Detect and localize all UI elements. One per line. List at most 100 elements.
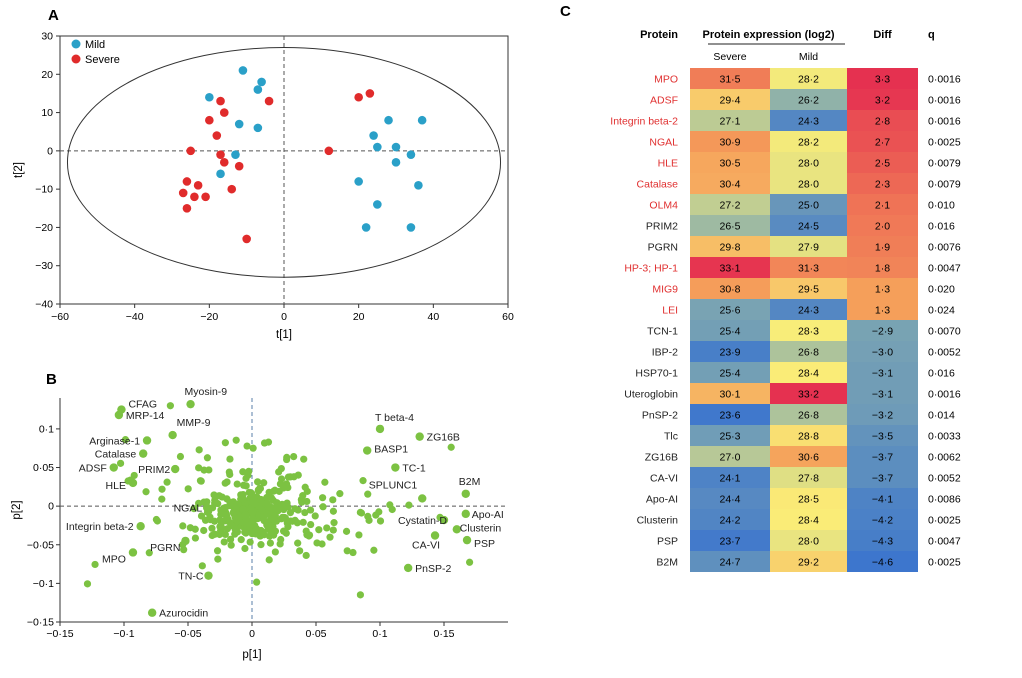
q-value: 0·0016	[928, 389, 961, 401]
severe-value: 23·7	[719, 536, 740, 548]
loading-point	[208, 531, 216, 540]
diff-value: −4·6	[872, 557, 893, 569]
severe-cell	[690, 194, 770, 215]
loading-point	[249, 444, 257, 452]
y-tick-label: 0	[48, 501, 54, 513]
point-mild	[234, 119, 244, 129]
table-row: ADSF 29·4 26·2 3·2 0·0016	[650, 89, 961, 110]
mild-value: 29·5	[798, 284, 819, 296]
protein-name: MIG9	[652, 284, 678, 296]
mild-value: 24·3	[798, 116, 819, 128]
severe-cell	[690, 383, 770, 404]
mild-value: 26·8	[798, 347, 819, 359]
diff-cell	[847, 530, 918, 551]
loading-point	[265, 556, 273, 564]
loading-point	[200, 466, 208, 474]
labeled-loading-point	[204, 571, 213, 580]
protein-name: PnSP-2	[642, 410, 678, 422]
labeled-loading-point	[418, 494, 427, 503]
protein-name: MPO	[654, 74, 678, 86]
severe-value: 23·6	[719, 410, 740, 422]
protein-name: CA-VI	[650, 473, 678, 485]
severe-value: 26·5	[719, 221, 740, 233]
mild-cell	[770, 488, 847, 509]
panel-label-a: A	[48, 7, 59, 24]
loading-point	[190, 505, 198, 513]
y-tick-label: 0	[47, 145, 53, 157]
mild-value: 24·5	[798, 221, 819, 233]
protein-name: PSP	[657, 536, 678, 548]
y-tick-label: 0·05	[33, 462, 54, 474]
loading-point	[251, 499, 259, 508]
loading-point	[319, 494, 327, 502]
loading-point	[376, 517, 385, 525]
mild-value: 28·2	[798, 137, 819, 149]
loading-point	[227, 541, 235, 549]
point-mild	[373, 200, 382, 209]
diff-cell	[847, 362, 918, 383]
loading-point	[266, 539, 274, 547]
diff-value: −4·2	[872, 515, 893, 527]
table-row: HLE 30·5 28·0 2·5 0·0079	[658, 152, 961, 173]
y-tick-label: −0·05	[27, 539, 54, 551]
labeled-loading-point	[136, 522, 145, 531]
x-tick-label: 0·05	[305, 628, 326, 640]
loading-label: Catalase	[95, 449, 137, 461]
table-row: LEI 25·6 24·3 1·3 0·024	[662, 299, 955, 320]
loading-point	[263, 493, 271, 502]
loading-point	[278, 500, 286, 508]
loading-point	[260, 512, 268, 521]
mild-cell	[770, 236, 847, 257]
loading-point	[83, 580, 92, 588]
q-value: 0·0079	[928, 179, 961, 191]
diff-cell	[847, 173, 918, 194]
point-mild	[205, 92, 214, 102]
q-value: 0·0016	[928, 95, 961, 107]
diff-cell	[847, 89, 918, 110]
mild-cell	[770, 68, 847, 89]
table-row: HSP70-1 25·4 28·4 −3·1 0·016	[635, 362, 955, 383]
diff-cell	[847, 509, 918, 530]
mild-cell	[770, 215, 847, 236]
loading-point	[290, 452, 298, 461]
loading-point	[214, 555, 222, 563]
labeled-loading-point	[128, 478, 138, 488]
loading-point	[226, 518, 234, 527]
severe-cell	[690, 530, 770, 551]
labeled-loading-point	[128, 548, 138, 557]
protein-name: OLM4	[649, 200, 678, 212]
severe-cell	[690, 236, 770, 257]
diff-value: 2·0	[875, 221, 890, 233]
loading-point	[299, 492, 307, 500]
loading-label: TC-1	[402, 463, 425, 475]
labeled-loading-point	[171, 464, 180, 474]
y-tick-label: 0·1	[39, 423, 54, 435]
table-row: OLM4 27·2 25·0 2·1 0·010	[649, 194, 955, 215]
legend-marker-severe	[71, 54, 81, 64]
labeled-loading-point	[430, 531, 440, 540]
severe-value: 25·3	[719, 431, 740, 443]
loading-point	[305, 531, 314, 539]
protein-name: Integrin beta-2	[610, 116, 678, 128]
diff-value: 3·3	[875, 74, 890, 86]
loading-point	[220, 538, 228, 546]
x-tick-label: 0·1	[372, 628, 387, 640]
loading-point	[233, 528, 242, 536]
loading-point	[260, 531, 268, 539]
loading-point	[246, 538, 254, 546]
loading-point	[311, 512, 319, 520]
loading-point	[203, 498, 211, 506]
severe-cell	[690, 257, 770, 278]
x-tick-label: 0·15	[433, 628, 454, 640]
table-row: PnSP-2 23·6 26·8 −3·2 0·014	[642, 404, 955, 425]
table-row: ZG16B 27·0 30·6 −3·7 0·0062	[645, 446, 961, 467]
point-mild	[406, 150, 416, 159]
severe-value: 25·4	[719, 326, 740, 338]
point-severe	[219, 108, 229, 117]
point-severe	[354, 92, 363, 102]
q-value: 0·024	[928, 305, 955, 317]
y-tick-label: −20	[35, 222, 53, 234]
loading-point	[239, 495, 247, 503]
diff-value: 1·9	[875, 242, 890, 254]
severe-cell	[690, 467, 770, 488]
